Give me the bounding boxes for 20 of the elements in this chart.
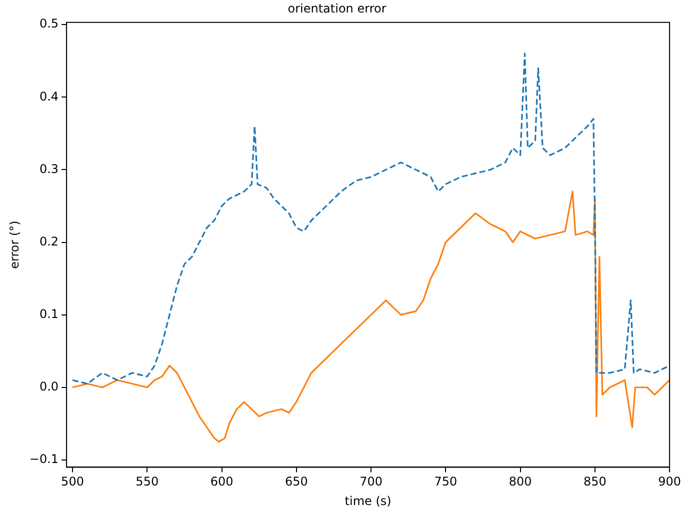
- y-axis-title: error (°): [7, 220, 22, 269]
- x-axis-title: time (s): [344, 494, 392, 508]
- y-tick-label: −0.1: [29, 452, 59, 466]
- line-series: [72, 52, 670, 385]
- y-tick-label: 0.1: [39, 306, 59, 321]
- x-tick-label: 750: [434, 474, 458, 489]
- y-tick-label: 0.0: [39, 380, 59, 394]
- x-tick-label: 550: [136, 474, 159, 489]
- x-tick-label: 500: [61, 474, 84, 489]
- x-tick-label: 700: [360, 474, 382, 489]
- y-tick-label: 0.3: [39, 162, 59, 176]
- x-tick-label: 900: [658, 474, 681, 489]
- y-tick-label: 0.2: [39, 234, 59, 248]
- y-tick-label: 0.5: [39, 16, 59, 31]
- x-tick-label: 600: [210, 474, 234, 489]
- x-tick-label: 800: [508, 474, 532, 489]
- y-tick-label: 0.4: [39, 89, 59, 104]
- x-tick-label: 850: [583, 474, 606, 489]
- chart-title: orientation error: [288, 1, 386, 16]
- x-tick-label: 650: [284, 474, 308, 489]
